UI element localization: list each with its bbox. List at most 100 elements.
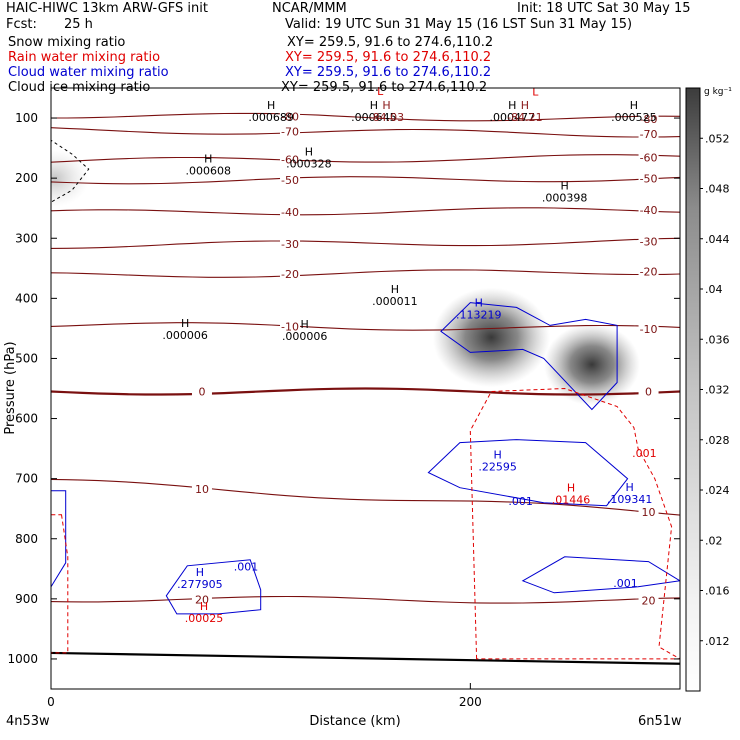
plot-frame [50,87,681,690]
y-axis-label: Pressure (hPa) [3,341,18,434]
extremum-value: .001 [632,447,657,460]
isotherm-label-bg [280,205,301,217]
valid-time: Valid: 19 UTC Sun 31 May 15 (16 LST Sun … [285,17,633,32]
extremum-marker: H [267,99,275,112]
extremum-marker: H [567,482,575,495]
extremum-marker: H [305,146,313,159]
isotherm-line [51,207,680,216]
extremum-marker: H [204,152,212,165]
isotherm-label: -50 [640,172,658,185]
colorbar-tick-label: .012 [705,635,730,648]
isotherm-label-bg [638,128,659,140]
shaded-maxima [51,149,640,406]
extremum-value: .109341 [607,493,653,506]
shaded-maximum-0 [432,287,550,388]
y-tick-label: 700 [15,472,38,486]
extremum-value: .000608 [186,164,232,177]
extremum-value: .000477 [490,111,536,124]
cloud-water-contour [427,439,629,507]
surface-line [51,651,680,665]
isotherm-label-bg [638,113,659,125]
isotherm-line [51,269,680,278]
extremum-value: .000525 [611,111,657,124]
colorbar-tick-label: .044 [705,233,730,246]
extremum-value: .22595 [478,461,517,474]
isotherm-label-bg [280,237,301,249]
isotherm-label-bg [638,505,659,517]
extremum-value: .000011 [372,295,418,308]
x-axis: 0 200 [47,683,482,709]
isotherm-label-bg [280,153,301,165]
legend-snow-xy: XY= 259.5, 91.6 to 274.6,110.2 [287,35,494,50]
extremum-marker: H [630,99,638,112]
extremum-marker: H [561,179,569,192]
isotherm-label-bg [638,235,659,247]
isotherm-label-bg [280,320,301,332]
isotherm-label-bg [638,151,659,163]
y-tick-label: 400 [15,291,38,305]
extremum-marker: H [200,600,208,613]
isotherm-label: 20 [642,595,656,608]
y-tick-label: 200 [15,171,38,185]
extremum-value: .000689 [248,111,294,124]
colorbar-ticks: .012 .016 .02 .024 .028 .032 .036 .04 .044 .048 .0… [700,132,730,648]
extremum-value: .000645 [351,111,397,124]
isotherm-line [51,127,680,138]
isotherm-label: -40 [640,204,658,217]
isotherm-label: -20 [281,268,299,281]
temperature-contours: -80 -80 -70 -70 -60 -60 -50 -50 -40 -40 -30 -30 -20 -… [51,110,680,665]
init-time: Init: 18 UTC Sat 30 May 15 [517,1,691,16]
x-tick-label: 0 [47,695,55,709]
colorbar-tick-label: .052 [705,132,730,145]
isotherm-label: -50 [281,174,299,187]
snow-contour [51,139,90,203]
shaded-maximum-1 [543,323,640,406]
legend-cloud-water-name: Cloud water mixing ratio [8,65,169,80]
isotherm-label-bg [638,322,659,334]
extremum-value: .113219 [456,309,502,322]
cloud-water-contour [521,556,680,594]
forecast-label: Fcst: [6,17,37,32]
colorbar-tick-label: .016 [705,585,730,598]
extremum-marker: H [301,318,309,331]
model-title: HAIC-HIWC 13km ARW-GFS init [6,1,208,16]
right-endpoint-label: 6n51w [638,714,682,729]
isotherm-label: -20 [640,266,658,279]
cloud-water-contour [51,490,67,588]
colorbar [685,87,701,692]
extremum-value: .000328 [286,158,332,171]
max-min-annotations: L LH.000689H.000645H-84.03H.000477H-84.21… [162,85,656,625]
y-tick-label: 600 [15,412,38,426]
extremum-marker: H [370,99,378,112]
isotherm-label: -10 [281,320,299,333]
isotherm-label-bg [638,265,659,277]
isotherm-label-bg [638,204,659,216]
extremum-marker: H [521,99,529,112]
extremum-value: -84.21 [507,111,542,124]
y-tick-label: 1000 [7,652,38,666]
y-tick-label: 300 [15,231,38,245]
isotherm-label-bg [280,174,301,186]
isotherm-line [51,595,680,604]
colorbar-tick-label: .04 [705,283,723,296]
isotherm-label-bg [191,482,212,494]
isotherm-label: 20 [195,593,209,606]
isotherm-label-bg [638,594,659,606]
extremum-value: .01446 [552,494,591,507]
isotherm-label: -70 [640,128,658,141]
isotherm-label: -60 [281,154,299,167]
isotherm-label-bg [638,172,659,184]
x-axis-label: Distance (km) [309,714,400,729]
isotherm-label: 10 [195,483,209,496]
organization-label: NCAR/MMM [272,1,347,16]
extremum-value: .001 [508,495,533,508]
legend-snow-name: Snow mixing ratio [8,35,126,50]
isotherm-label-bg [280,110,301,122]
mixing-ratio-contours [51,139,680,660]
isotherm-line [51,176,680,185]
legend-cloud-water-xy: XY= 259.5, 91.6 to 274.6,110.2 [285,65,492,80]
isotherm-label-bg [191,385,212,397]
rain-water-contour [469,387,680,660]
